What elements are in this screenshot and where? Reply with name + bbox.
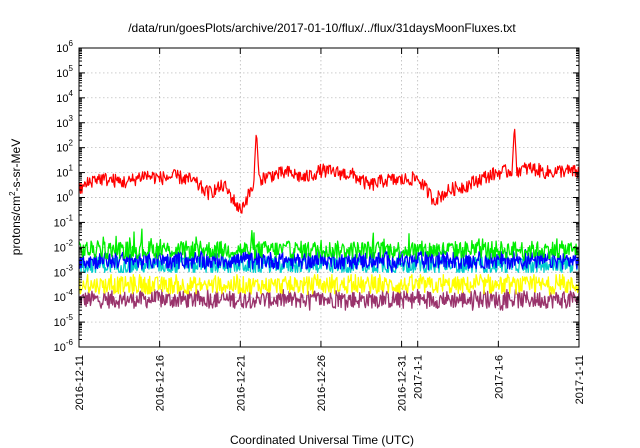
y-tick-label: 101 bbox=[56, 164, 73, 180]
x-tick-label: 2017-1-1 bbox=[413, 355, 425, 399]
y-tick-label: 10-6 bbox=[54, 338, 74, 354]
y-tick-label: 104 bbox=[56, 89, 73, 105]
y-tick-label: 105 bbox=[56, 64, 73, 80]
x-tick-label: 2016-12-31 bbox=[397, 355, 409, 411]
x-axis-label: Coordinated Universal Time (UTC) bbox=[230, 433, 414, 447]
x-tick-label: 2016-12-26 bbox=[316, 355, 328, 411]
x-tick-label: 2016-12-16 bbox=[155, 355, 167, 411]
y-tick-label: 10-1 bbox=[54, 213, 74, 229]
y-axis-label-sup: 2 bbox=[8, 191, 17, 196]
y-tick-label: 10-2 bbox=[54, 238, 74, 254]
series-layer bbox=[78, 128, 580, 311]
y-tick-label: 103 bbox=[56, 114, 73, 130]
x-tick-label: 2016-12-21 bbox=[235, 355, 247, 411]
y-tick-label: 106 bbox=[56, 39, 73, 55]
y-axis-label-part1: protons/cm bbox=[9, 196, 23, 255]
series-purple bbox=[78, 289, 580, 311]
y-tick-label: 100 bbox=[56, 189, 73, 205]
x-tick-label: 2017-1-11 bbox=[574, 355, 586, 404]
chart-title: /data/run/goesPlots/archive/2017-01-10/f… bbox=[128, 21, 516, 35]
series-green bbox=[78, 228, 580, 262]
series-yellow bbox=[78, 274, 580, 296]
y-tick-label: 10-4 bbox=[54, 288, 74, 304]
y-axis-label-part2: -s-sr-MeV bbox=[9, 139, 23, 192]
y-axis-label: protons/cm2-s-sr-MeV bbox=[8, 139, 23, 255]
y-tick-label: 10-3 bbox=[54, 263, 74, 279]
axis-ticks: 10-6 10-5 10-4 10-3 10-2 10-1 100 101 102 103 104 1… bbox=[54, 39, 586, 411]
x-tick-label: 2017-1-6 bbox=[493, 355, 505, 399]
series-red bbox=[78, 128, 580, 214]
x-tick-label: 2016-12-11 bbox=[74, 355, 86, 410]
y-tick-label: 10-5 bbox=[54, 313, 74, 329]
y-tick-label: 102 bbox=[56, 139, 73, 155]
